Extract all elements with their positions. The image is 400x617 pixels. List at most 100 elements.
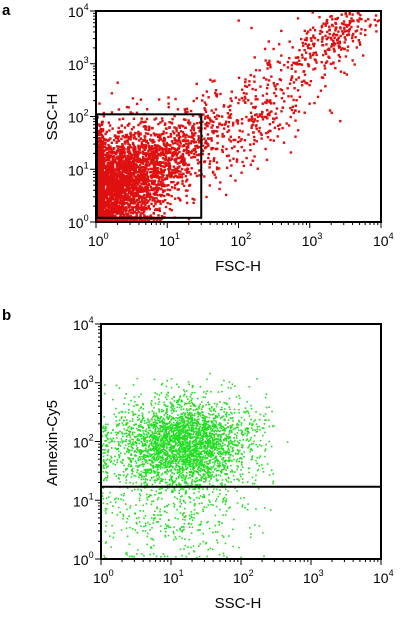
data-point (302, 70, 305, 73)
data-point (154, 117, 158, 120)
data-point (183, 108, 186, 111)
data-point (137, 130, 140, 134)
data-point (115, 211, 118, 215)
data-point (149, 453, 151, 455)
data-point (225, 166, 229, 169)
data-point (127, 206, 131, 209)
data-point (165, 148, 168, 151)
data-point (197, 138, 200, 141)
data-point (168, 207, 172, 211)
data-point (148, 152, 151, 155)
data-point (164, 154, 167, 158)
data-point (137, 187, 140, 190)
data-point (334, 66, 337, 70)
data-point (148, 198, 152, 201)
data-point (156, 154, 159, 157)
data-point (189, 129, 193, 132)
data-point (126, 156, 129, 160)
data-point (288, 56, 291, 60)
data-point (312, 26, 315, 29)
data-point (121, 206, 124, 210)
data-point (175, 157, 178, 160)
data-point (247, 99, 250, 102)
data-point (296, 89, 300, 92)
data-point (181, 125, 185, 128)
data-point (175, 130, 178, 133)
data-point (109, 200, 112, 203)
data-point (160, 133, 164, 136)
data-point (212, 111, 215, 114)
data-point (101, 135, 105, 138)
data-point (150, 127, 154, 130)
data-point (97, 123, 101, 126)
data-point (151, 147, 154, 151)
data-point (155, 219, 159, 222)
data-point (162, 182, 165, 185)
data-point (148, 183, 151, 187)
data-point (348, 29, 351, 32)
data-point (147, 154, 151, 158)
data-point (157, 214, 160, 217)
data-point (199, 432, 202, 435)
data-point (136, 183, 140, 186)
data-point (138, 179, 142, 182)
data-point (228, 381, 231, 383)
data-point (147, 128, 150, 131)
data-point (122, 146, 125, 149)
data-point (142, 151, 145, 155)
data-point (170, 209, 173, 212)
data-point (338, 40, 341, 43)
data-point (122, 208, 126, 212)
data-point (328, 47, 331, 50)
data-point (211, 170, 215, 174)
data-point (351, 40, 355, 43)
data-point (137, 150, 140, 153)
data-point (241, 473, 244, 475)
data-point (126, 198, 130, 201)
data-point (331, 34, 335, 37)
data-point (118, 118, 121, 121)
data-point (138, 160, 141, 163)
data-point (121, 157, 124, 160)
data-point (102, 142, 105, 145)
data-point (127, 159, 131, 162)
data-point (111, 187, 114, 190)
y-tick-label: 104 (68, 2, 89, 20)
data-point (137, 153, 140, 156)
data-point (101, 199, 105, 202)
data-point (98, 172, 101, 175)
data-point (115, 198, 118, 201)
data-point (110, 211, 113, 215)
data-point (197, 135, 200, 138)
data-point (177, 196, 180, 200)
data-point (137, 135, 141, 138)
data-point (327, 55, 330, 58)
panel-b-letter: b (2, 307, 11, 324)
data-point (109, 167, 112, 171)
data-point (127, 146, 130, 149)
data-point (298, 49, 301, 52)
data-point (303, 111, 306, 114)
data-point (119, 130, 122, 133)
data-point (105, 211, 109, 214)
data-point (253, 434, 256, 437)
data-point (145, 189, 148, 192)
data-point (171, 130, 175, 133)
data-point (198, 115, 202, 118)
data-point (103, 166, 106, 170)
data-point (204, 140, 207, 143)
data-point (198, 446, 201, 449)
data-point (281, 106, 285, 109)
data-point (182, 132, 185, 136)
panel-a-points (96, 11, 381, 223)
data-point (118, 478, 120, 480)
data-point (106, 185, 110, 188)
data-point (97, 151, 100, 154)
data-point (232, 157, 235, 160)
data-point (121, 195, 124, 198)
data-point (241, 462, 243, 464)
data-point (229, 140, 232, 143)
data-point (328, 25, 331, 28)
data-point (337, 30, 340, 33)
data-point (124, 136, 127, 139)
